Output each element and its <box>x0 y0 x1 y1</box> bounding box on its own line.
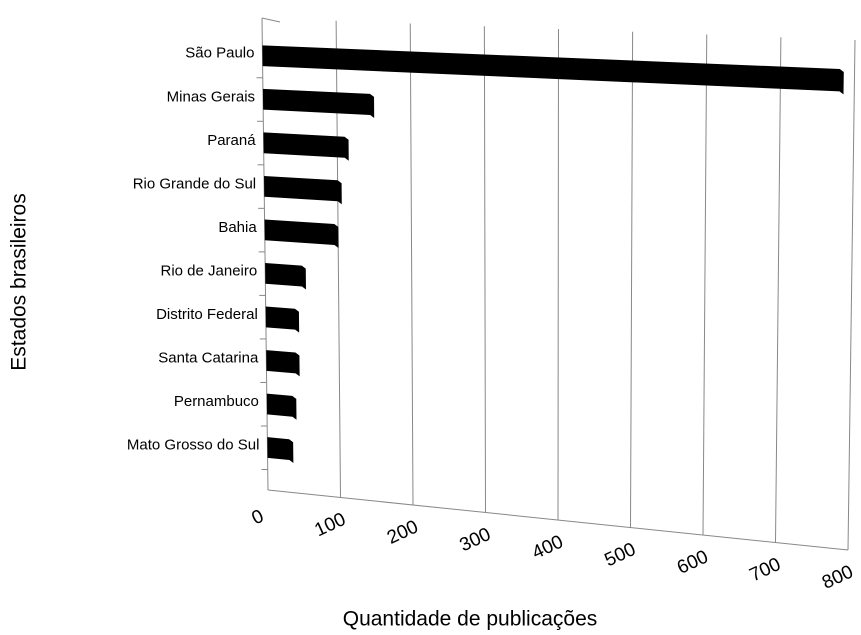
y-tick-label: São Paulo <box>185 45 254 62</box>
grid-line <box>483 26 486 513</box>
bar <box>266 393 297 420</box>
grid-line <box>557 28 559 521</box>
x-tick-label: 500 <box>601 539 639 571</box>
bar <box>263 132 349 161</box>
y-tick-label: Minas Gerais <box>167 88 255 105</box>
y-tick-label: Distrito Federal <box>156 306 258 323</box>
grid-line <box>702 34 708 536</box>
x-tick-label: 300 <box>456 524 494 556</box>
x-tick-label: 600 <box>674 546 712 578</box>
y-tick-label: Bahia <box>218 219 257 236</box>
grid-line <box>630 31 634 528</box>
bar <box>262 88 375 118</box>
grid-line <box>335 20 341 498</box>
x-tick-label: 0 <box>249 506 267 530</box>
x-axis-title: Quantidade de publicações <box>343 608 598 631</box>
y-tick-label: Paraná <box>207 132 256 149</box>
grid-line <box>409 23 414 506</box>
bar <box>265 263 306 290</box>
x-tick-label: 200 <box>384 516 422 548</box>
x-tick-label: 800 <box>819 561 857 593</box>
bar <box>262 45 844 95</box>
bar <box>264 219 339 248</box>
x-tick-label: 700 <box>746 554 784 586</box>
bar <box>266 350 300 377</box>
y-tick-label: Pernambuco <box>174 393 259 410</box>
bar <box>264 175 342 205</box>
y-tick-label: Mato Grosso do Sul <box>127 436 260 453</box>
x-tick-label: 100 <box>311 509 349 541</box>
wall-edge <box>261 17 269 491</box>
grid-line <box>775 37 782 543</box>
y-tick-label: Santa Catarina <box>158 349 259 366</box>
bar <box>267 437 294 464</box>
grid-line <box>847 39 856 551</box>
bar <box>265 306 300 333</box>
y-axis-title: Estados brasileiros <box>8 193 31 370</box>
y-tick-label: Rio Grande do Sul <box>133 175 256 192</box>
x-tick-label: 400 <box>529 531 567 563</box>
y-tick-label: Rio de Janeiro <box>161 262 258 279</box>
wall-top <box>261 17 281 23</box>
